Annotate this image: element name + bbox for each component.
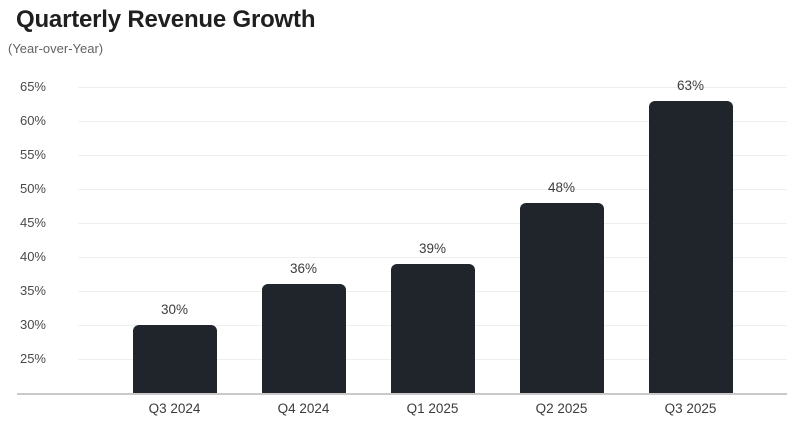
bar-q2-2025 (519, 202, 604, 393)
bar-q4-2024 (261, 284, 346, 393)
y-tick-65: 65% (19, 79, 46, 94)
y-tick-50: 50% (19, 181, 46, 196)
x-tick-q1-2025: Q1 2025 (406, 401, 459, 416)
x-axis-line (17, 393, 787, 395)
x-tick-q3-2024: Q3 2024 (148, 401, 201, 416)
x-tick-q2-2025: Q2 2025 (535, 401, 588, 416)
y-tick-55: 55% (19, 147, 46, 162)
gridline-50 (78, 189, 787, 190)
gridline-55 (78, 155, 787, 156)
y-tick-60: 60% (19, 113, 46, 128)
y-tick-25: 25% (19, 351, 46, 366)
gridline-65 (78, 87, 787, 88)
x-tick-q4-2024: Q4 2024 (277, 401, 330, 416)
y-tick-45: 45% (19, 215, 46, 230)
value-label-q1-2025: 39% (418, 240, 447, 256)
y-tick-30: 30% (19, 317, 46, 332)
bar-q3-2025 (648, 100, 733, 393)
chart-title: Quarterly Revenue Growth (16, 6, 316, 33)
bar-q3-2024 (132, 325, 217, 393)
value-label-q3-2024: 30% (160, 302, 189, 317)
gridline-40 (78, 257, 787, 258)
chart-subtitle: (Year-over-Year) (8, 41, 104, 56)
value-label-q3-2025: 63% (676, 77, 705, 93)
x-tick-q3-2025: Q3 2025 (664, 401, 717, 416)
y-tick-35: 35% (19, 283, 46, 298)
y-tick-40: 40% (19, 249, 46, 264)
gridline-60 (78, 121, 787, 122)
bar-q1-2025 (390, 263, 475, 393)
value-label-q4-2024: 36% (289, 261, 318, 277)
value-label-q2-2025: 48% (547, 179, 576, 195)
gridline-45 (78, 223, 787, 224)
